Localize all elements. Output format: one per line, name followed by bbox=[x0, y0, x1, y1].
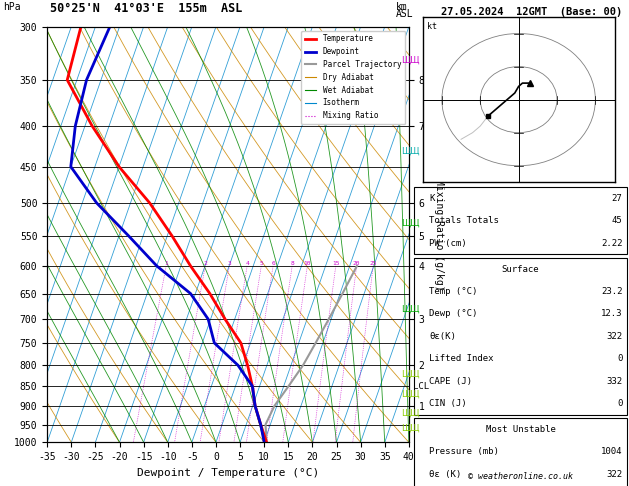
Text: Totals Totals: Totals Totals bbox=[430, 216, 499, 225]
Text: 0: 0 bbox=[617, 399, 623, 408]
Text: © weatheronline.co.uk: © weatheronline.co.uk bbox=[468, 472, 573, 481]
Text: 25: 25 bbox=[369, 261, 377, 266]
Text: 23.2: 23.2 bbox=[601, 287, 623, 296]
Text: 10: 10 bbox=[304, 261, 311, 266]
Text: CAPE (J): CAPE (J) bbox=[430, 377, 472, 385]
Text: K: K bbox=[430, 194, 435, 203]
Y-axis label: Mixing Ratio (g/kg): Mixing Ratio (g/kg) bbox=[434, 179, 444, 290]
Text: ЩЩ: ЩЩ bbox=[401, 390, 420, 399]
Text: 5: 5 bbox=[259, 261, 263, 266]
Text: 2.22: 2.22 bbox=[601, 239, 623, 247]
Text: kt: kt bbox=[426, 22, 437, 31]
Text: 50°25'N  41°03'E  155m  ASL: 50°25'N 41°03'E 155m ASL bbox=[50, 2, 243, 16]
Text: Dewp (°C): Dewp (°C) bbox=[430, 310, 478, 318]
Text: ЩЩ: ЩЩ bbox=[401, 424, 420, 433]
Text: 4: 4 bbox=[245, 261, 249, 266]
Text: 8: 8 bbox=[291, 261, 294, 266]
Text: km: km bbox=[396, 2, 408, 13]
Text: 1: 1 bbox=[164, 261, 168, 266]
Text: hPa: hPa bbox=[3, 2, 21, 13]
Text: Lifted Index: Lifted Index bbox=[430, 354, 494, 363]
Text: Surface: Surface bbox=[502, 265, 539, 274]
Text: 322: 322 bbox=[606, 332, 623, 341]
Text: 3: 3 bbox=[228, 261, 231, 266]
Text: 2: 2 bbox=[203, 261, 207, 266]
Text: θε(K): θε(K) bbox=[430, 332, 456, 341]
Text: 332: 332 bbox=[606, 377, 623, 385]
Text: Pressure (mb): Pressure (mb) bbox=[430, 448, 499, 456]
Text: Temp (°C): Temp (°C) bbox=[430, 287, 478, 296]
Text: 27.05.2024  12GMT  (Base: 00): 27.05.2024 12GMT (Base: 00) bbox=[441, 7, 622, 17]
Text: 0: 0 bbox=[617, 354, 623, 363]
Text: 27: 27 bbox=[612, 194, 623, 203]
Text: ЩЩ: ЩЩ bbox=[401, 305, 420, 313]
Text: 6: 6 bbox=[271, 261, 275, 266]
Text: 12.3: 12.3 bbox=[601, 310, 623, 318]
X-axis label: Dewpoint / Temperature (°C): Dewpoint / Temperature (°C) bbox=[137, 468, 319, 478]
Text: ЩЩ: ЩЩ bbox=[401, 219, 420, 227]
Bar bbox=[414, 258, 627, 415]
Legend: Temperature, Dewpoint, Parcel Trajectory, Dry Adiabat, Wet Adiabat, Isotherm, Mi: Temperature, Dewpoint, Parcel Trajectory… bbox=[301, 31, 405, 124]
Text: θε (K): θε (K) bbox=[430, 470, 462, 479]
Text: 45: 45 bbox=[612, 216, 623, 225]
Text: PW (cm): PW (cm) bbox=[430, 239, 467, 247]
Text: ЩЩ: ЩЩ bbox=[401, 369, 420, 378]
Bar bbox=[414, 187, 627, 254]
Text: 322: 322 bbox=[606, 470, 623, 479]
Text: ЩЩ: ЩЩ bbox=[401, 55, 420, 64]
Text: 15: 15 bbox=[332, 261, 340, 266]
Text: ЩЩ: ЩЩ bbox=[401, 146, 420, 156]
Text: Most Unstable: Most Unstable bbox=[486, 425, 555, 434]
Text: ASL: ASL bbox=[396, 9, 414, 19]
Text: LCL: LCL bbox=[413, 382, 429, 391]
Text: CIN (J): CIN (J) bbox=[430, 399, 467, 408]
Text: ЩЩ: ЩЩ bbox=[401, 409, 420, 418]
Text: 1004: 1004 bbox=[601, 448, 623, 456]
Bar bbox=[414, 418, 627, 486]
Text: 20: 20 bbox=[353, 261, 360, 266]
